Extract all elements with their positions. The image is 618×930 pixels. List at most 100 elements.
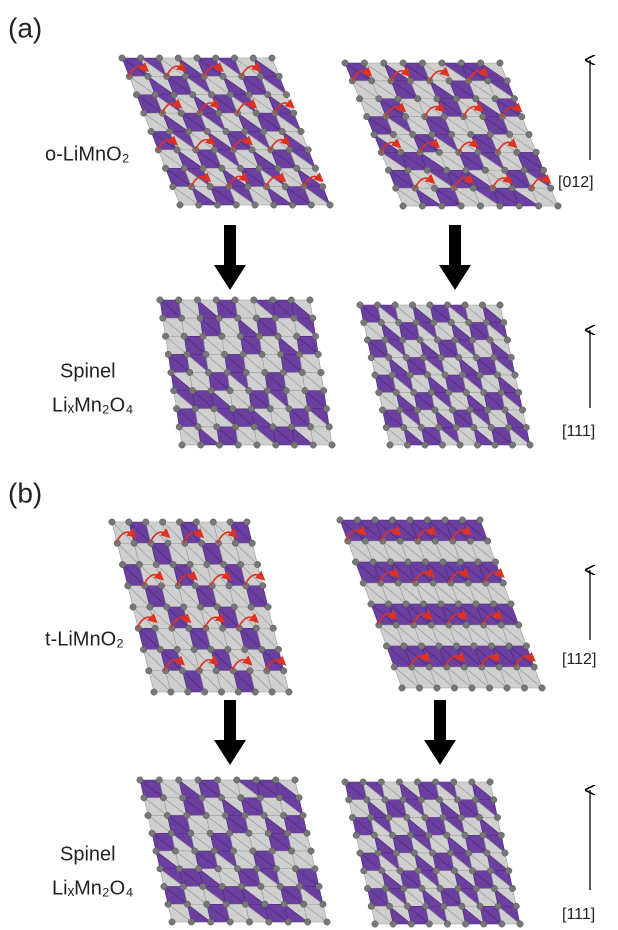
oxygen-atom: [216, 110, 222, 116]
oxygen-atom: [424, 167, 430, 173]
oxygen-atom: [194, 297, 200, 303]
oxygen-atom: [342, 779, 348, 785]
oxygen-atom: [494, 814, 500, 820]
oxygen-atom: [312, 333, 318, 339]
oxygen-atom: [509, 885, 515, 891]
oxygen-atom: [197, 604, 203, 610]
oxygen-atom: [399, 685, 405, 691]
oxygen-atom: [173, 406, 179, 412]
oxygen-atom: [262, 369, 268, 375]
oxygen-atom: [300, 901, 306, 907]
oxygen-atom: [230, 848, 236, 854]
oxygen-atom: [326, 424, 332, 430]
oxygen-atom: [235, 689, 241, 695]
oxygen-atom: [181, 165, 187, 171]
oxygen-atom: [502, 167, 508, 173]
oxygen-atom: [371, 131, 377, 137]
oxygen-atom: [250, 55, 256, 61]
oxygen-atom: [149, 830, 155, 836]
oxygen-atom: [171, 92, 177, 98]
oxygen-atom: [160, 795, 166, 801]
oxygen-atom: [161, 883, 167, 889]
oxygen-atom: [391, 664, 397, 670]
oxygen-atom: [357, 850, 363, 856]
oxygen-atom: [487, 337, 493, 343]
oxygen-atom: [197, 315, 203, 321]
oxygen-atom: [395, 96, 401, 102]
lattice: [342, 60, 561, 209]
oxygen-atom: [523, 643, 529, 649]
oxygen-atom: [232, 297, 238, 303]
oxygen-atom: [480, 832, 486, 838]
oxygen-atom: [473, 885, 479, 891]
oxygen-atom: [253, 625, 259, 631]
oxygen-atom: [176, 424, 182, 430]
oxygen-atom: [422, 903, 428, 909]
oxygen-atom: [426, 664, 432, 670]
oxygen-atom: [444, 302, 450, 308]
oxygen-atom: [195, 777, 201, 783]
oxygen-atom: [125, 583, 131, 589]
oxygen-atom: [211, 848, 217, 854]
oxygen-atom: [506, 131, 512, 137]
oxygen-atom: [386, 354, 392, 360]
oxygen-atom: [385, 167, 391, 173]
oxygen-atom: [246, 830, 252, 836]
oxygen-atom: [196, 202, 202, 208]
oxygen-atom: [382, 797, 388, 803]
oxygen-atom: [432, 779, 438, 785]
oxygen-atom: [469, 685, 475, 691]
oxygen-atom: [471, 643, 477, 649]
oxygen-atom: [321, 387, 327, 393]
lattice: [337, 517, 545, 691]
oxygen-atom: [508, 354, 514, 360]
oxygen-atom: [162, 165, 168, 171]
direction-label: [111]: [562, 423, 595, 440]
oxygen-atom: [324, 919, 330, 925]
oxygen-atom: [400, 797, 406, 803]
oxygen-atom: [498, 832, 504, 838]
oxygen-atom: [424, 517, 430, 523]
oxygen-atom: [204, 128, 210, 134]
oxygen-atom: [189, 387, 195, 393]
oxygen-atom: [362, 538, 368, 544]
oxygen-atom: [288, 848, 294, 854]
oxygen-atom: [152, 92, 158, 98]
oxygen-atom: [214, 424, 220, 430]
oxygen-atom: [451, 868, 457, 874]
oxygen-atom: [375, 850, 381, 856]
oxygen-atom: [428, 389, 434, 395]
oxygen-atom: [407, 78, 413, 84]
oxygen-atom: [227, 519, 233, 525]
oxygen-atom: [485, 538, 491, 544]
oxygen-atom: [224, 369, 230, 375]
oxygen-atom: [252, 689, 258, 695]
oxygen-atom: [219, 165, 225, 171]
oxygen-atom: [400, 203, 406, 209]
oxygen-atom: [462, 302, 468, 308]
oxygen-atom: [352, 559, 358, 565]
oxygen-atom: [419, 885, 425, 891]
oxygen-atom: [201, 689, 207, 695]
lattice: [119, 55, 333, 208]
oxygen-atom: [248, 406, 254, 412]
oxygen-atom: [414, 96, 420, 102]
oxygen-atom: [172, 848, 178, 854]
oxygen-atom: [147, 604, 153, 610]
oxygen-atom: [360, 580, 366, 586]
oxygen-atom: [506, 643, 512, 649]
oxygen-atom: [376, 96, 382, 102]
oxygen-atom: [436, 643, 442, 649]
oxygen-atom: [238, 883, 244, 889]
oxygen-atom: [376, 389, 382, 395]
oxygen-atom: [182, 73, 188, 79]
oxygen-atom: [374, 302, 380, 308]
oxygen-atom: [466, 319, 472, 325]
oxygen-atom: [203, 351, 209, 357]
oxygen-atom: [171, 387, 177, 393]
oxygen-atom: [440, 559, 446, 565]
oxygen-atom: [360, 779, 366, 785]
oxygen-atom: [439, 442, 445, 448]
oxygen-atom: [383, 424, 389, 430]
oxygen-atom: [240, 351, 246, 357]
